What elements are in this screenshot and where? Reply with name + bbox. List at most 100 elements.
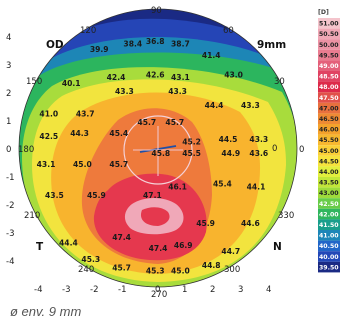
- legend-label: 41.00: [319, 233, 339, 240]
- y-tick-neg2: -2: [6, 201, 14, 211]
- value-label: 45.3: [146, 266, 165, 275]
- legend-label: 42.50: [319, 201, 339, 208]
- x-tick-3: 3: [238, 285, 243, 295]
- legend-label: 43.00: [319, 190, 339, 197]
- meridian-240: 240: [78, 265, 94, 275]
- x-tick-4: 4: [266, 285, 271, 295]
- legend-swatch: [318, 39, 340, 50]
- nasal-label: N: [273, 241, 282, 253]
- value-label: 44.6: [241, 219, 260, 228]
- legend-swatch: [318, 92, 340, 103]
- legend-swatch: [318, 240, 340, 252]
- legend-label: 49.00: [319, 63, 339, 70]
- legend-label: 45.00: [319, 148, 339, 155]
- legend-swatch: [318, 71, 340, 82]
- legend-swatch: [318, 113, 340, 124]
- x-tick-neg1: -1: [118, 285, 126, 295]
- legend-label: 44.50: [319, 158, 339, 165]
- legend-swatch: [318, 60, 340, 71]
- meridian-60: 60: [223, 26, 234, 36]
- value-label: 36.8: [146, 37, 165, 46]
- meridian-90: 90: [151, 6, 162, 16]
- y-tick-neg4: -4: [6, 257, 14, 267]
- curvature-map: [19, 9, 297, 287]
- y-tick-4: 4: [6, 33, 11, 43]
- value-label: 43.5: [45, 191, 64, 200]
- legend-label: 50.50: [319, 31, 339, 38]
- legend-swatch: [318, 219, 340, 230]
- value-label: 44.7: [221, 247, 240, 256]
- meridian-150: 150: [26, 77, 42, 87]
- value-labels: 39.9 38.4 36.8 38.7 41.4 40.1 42.4 42.6 43.1 43.0…: [37, 37, 269, 276]
- meridian-0: 0: [299, 145, 304, 155]
- legend-label: 42.00: [319, 211, 339, 218]
- value-label: 45.3: [81, 255, 100, 264]
- legend-label: 47.00: [319, 105, 339, 112]
- legend-label: 51.00: [319, 21, 339, 28]
- value-label: 45.9: [196, 219, 215, 228]
- value-label: 44.9: [221, 149, 240, 158]
- legend-label: 45.50: [319, 137, 339, 144]
- legend-swatch: [318, 198, 340, 209]
- value-label: 43.3: [249, 135, 268, 144]
- y-tick-neg3: -3: [6, 229, 14, 239]
- legend-swatch: [318, 81, 340, 93]
- zone-label: 9mm: [257, 39, 286, 51]
- value-label: 42.5: [39, 132, 58, 141]
- x-tick-neg3: -3: [62, 285, 70, 295]
- value-label: 45.7: [165, 118, 184, 127]
- value-label: 45.2: [182, 138, 201, 147]
- y-tick-1: 1: [6, 117, 11, 127]
- value-label: 45.9: [87, 191, 106, 200]
- value-label: 45.8: [151, 149, 170, 158]
- value-label: 40.1: [62, 79, 81, 88]
- y-tick-0: 0: [6, 145, 11, 155]
- y-tick-2: 2: [6, 89, 11, 99]
- value-label: 43.6: [249, 149, 268, 158]
- legend-swatch: [318, 261, 340, 273]
- value-label: 42.4: [107, 73, 126, 82]
- legend-swatch: [318, 18, 340, 29]
- legend-label: 43.50: [319, 180, 339, 187]
- value-label: 43.3: [241, 101, 260, 110]
- value-label: 44.8: [202, 261, 221, 270]
- value-label: 43.3: [115, 87, 134, 96]
- legend-label: 47.50: [319, 95, 339, 102]
- value-label: 44.1: [247, 182, 266, 191]
- x-tick-neg4: -4: [34, 285, 42, 295]
- legend-swatch: [318, 134, 340, 146]
- value-label: 44.3: [70, 129, 89, 138]
- legend-swatch: [318, 251, 340, 262]
- legend-swatch: [318, 102, 340, 114]
- value-label: 43.1: [171, 73, 190, 82]
- map-boundary: [18, 8, 298, 288]
- y-axis: 4 3 2 1 0 -1 -2 -3 -4: [6, 33, 14, 267]
- zone-47-inner: [140, 207, 170, 226]
- meridian-120: 120: [80, 26, 96, 36]
- legend-label: 48.50: [319, 74, 339, 81]
- value-label: 42.6: [146, 70, 165, 79]
- legend-label: 49.50: [319, 52, 339, 59]
- legend-swatch: [318, 230, 340, 241]
- legend-label: 40.50: [319, 243, 339, 250]
- value-label: 45.4: [213, 180, 232, 189]
- legend-label: 50.00: [319, 42, 339, 49]
- value-label: 45.0: [171, 266, 190, 275]
- value-label: 43.3: [168, 87, 187, 96]
- pupil-circle: [123, 115, 193, 185]
- eye-label: OD: [46, 39, 64, 51]
- value-label: 43.1: [37, 160, 56, 169]
- value-label: 39.9: [90, 45, 109, 54]
- legend-swatch: [318, 28, 340, 40]
- y-tick-3: 3: [6, 61, 11, 71]
- legend-swatch: [318, 208, 340, 220]
- x-axis: -4 -3 -2 -1 0 1 2 3 4: [34, 285, 271, 295]
- x-tick-2: 2: [210, 285, 215, 295]
- value-label: 41.4: [202, 51, 221, 60]
- x-tick-1: 1: [182, 285, 187, 295]
- legend: [D] 51.00 50.50 50.00 49.50 49.00 48.50 48.00 4…: [318, 9, 340, 273]
- value-label: 38.7: [171, 40, 190, 49]
- value-label: 44.5: [219, 135, 238, 144]
- value-label: 44.4: [205, 101, 224, 110]
- y-tick-neg1: -1: [6, 173, 14, 183]
